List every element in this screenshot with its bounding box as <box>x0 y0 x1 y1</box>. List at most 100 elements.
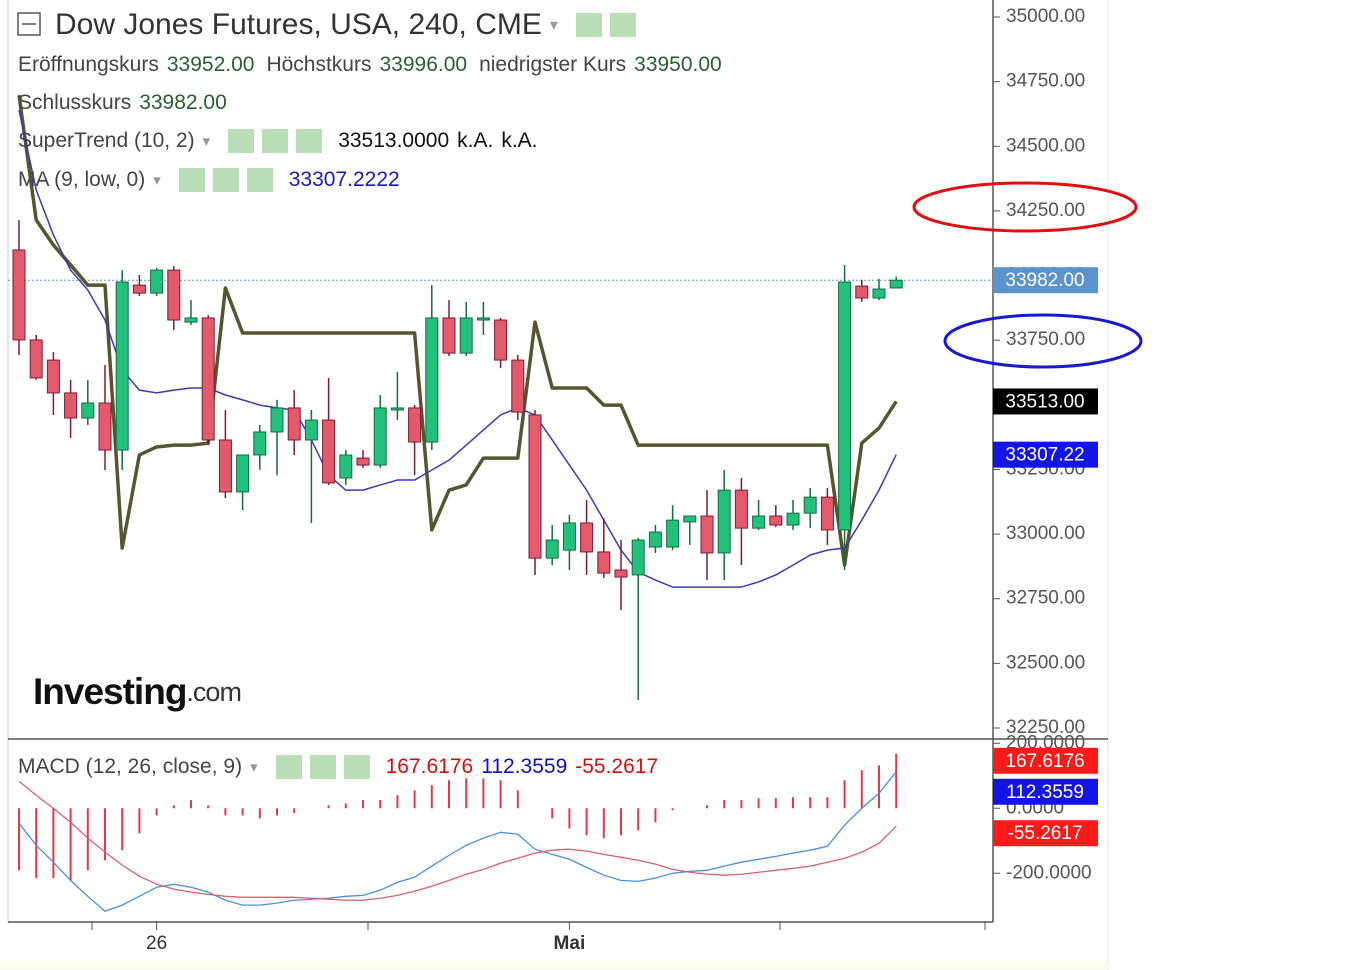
indicator-value: 112.3559 <box>481 755 568 778</box>
candle-body <box>476 317 490 321</box>
settings-button[interactable] <box>212 168 239 192</box>
price-badge <box>993 820 1098 847</box>
ohlc-value: 33982.00 <box>139 91 227 114</box>
candle-body <box>322 419 336 484</box>
candle-body <box>597 551 611 574</box>
remove-button[interactable] <box>343 755 370 779</box>
y-tick-label: 34750.00 <box>1006 71 1085 92</box>
settings-button[interactable] <box>262 129 289 153</box>
candle-body <box>132 284 146 294</box>
candle-body <box>12 249 26 341</box>
macd-line <box>18 780 897 901</box>
candle-body <box>700 515 714 554</box>
indicator-value: 33513.0000 <box>338 129 450 152</box>
candle-body <box>253 431 267 456</box>
macd-legend: MACD (12, 26, close, 9) ▾ 167.6176 112.3559… <box>18 755 666 779</box>
candle-body <box>339 454 353 479</box>
collapse-icon[interactable] <box>17 12 41 36</box>
remove-button[interactable] <box>246 168 273 192</box>
candle-body <box>167 269 181 321</box>
candle-body <box>287 407 301 441</box>
candle-body <box>184 317 198 323</box>
ohlc-name: Schlusskurs <box>18 91 132 114</box>
indicator-value: 167.6176 <box>385 755 474 778</box>
y-tick-label: -200.0000 <box>1006 862 1092 883</box>
price-badge-label: -55.2617 <box>1007 823 1082 844</box>
candle-body <box>666 519 680 548</box>
macd-line <box>18 771 897 913</box>
candle-body <box>270 407 284 433</box>
candle-body <box>150 269 164 294</box>
candle-body <box>356 457 370 466</box>
price-badge <box>993 747 1098 774</box>
indicator-value: k.A. <box>501 129 538 152</box>
price-badge <box>993 778 1098 805</box>
candle-body <box>648 531 662 548</box>
candle-body <box>855 285 869 299</box>
indicator-line <box>17 94 898 567</box>
close-legend: Schlusskurs 33982.00 <box>18 91 235 115</box>
y-tick-label: 33000.00 <box>1006 523 1085 544</box>
ma-legend: MA (9, low, 0) ▾ 33307.2222 <box>18 168 408 192</box>
candle-body <box>717 489 731 554</box>
candle-body <box>889 279 903 289</box>
ohlc-value: 33950.00 <box>634 53 722 76</box>
eye-button[interactable] <box>178 168 205 192</box>
annotation-circle <box>912 181 1138 233</box>
dropdown-arrow[interactable]: ▾ <box>250 759 258 776</box>
candle-body <box>236 454 250 493</box>
candle-body <box>683 515 697 523</box>
candle-body <box>373 407 387 466</box>
candle-body <box>29 339 43 379</box>
candle-body <box>752 515 766 529</box>
dropdown-arrow[interactable]: ▾ <box>202 133 211 150</box>
remove-button[interactable] <box>296 129 323 153</box>
candle-body <box>218 439 232 493</box>
y-tick-label: 32750.00 <box>1006 588 1085 609</box>
candle-body <box>734 489 748 529</box>
indicator-name: MA (9, low, 0) <box>18 168 146 191</box>
settings-button[interactable] <box>309 755 336 779</box>
candle-body <box>98 402 112 451</box>
indicator-name: MACD (12, 26, close, 9) <box>18 755 243 778</box>
eye-button[interactable] <box>228 129 255 153</box>
ohlc-value: 33996.00 <box>379 53 468 76</box>
y-tick-label: 34500.00 <box>1006 135 1085 156</box>
ohlc-legend: Eröffnungskurs 33952.00 Höchstkurs 33996.0… <box>18 53 730 77</box>
candle-body <box>201 317 215 441</box>
candle-body <box>459 317 473 354</box>
eye-button[interactable] <box>575 13 602 37</box>
background <box>0 0 1108 970</box>
ohlc-name: niedrigster Kurs <box>479 53 627 76</box>
indicator-value: 33307.2222 <box>288 168 400 191</box>
footer-strip <box>0 962 1108 970</box>
dropdown-arrow[interactable]: ▾ <box>153 172 161 189</box>
watermark-suffix: .com <box>186 677 241 707</box>
candle-body <box>614 569 628 578</box>
chart-title: Dow Jones Futures, USA, 240, CME <box>55 8 542 41</box>
macd-plot <box>18 753 898 913</box>
candle-body <box>562 522 576 551</box>
candle-body <box>408 407 422 443</box>
y-tick-label: 32250.00 <box>1006 717 1085 738</box>
price-badge-label: 33513.00 <box>1005 391 1084 412</box>
x-tick-label: 26 <box>146 933 167 954</box>
eye-button[interactable] <box>275 755 302 779</box>
y-tick-label: 35000.00 <box>1006 6 1085 27</box>
candle-body <box>769 515 783 526</box>
legend-title-row: Dow Jones Futures, USA, 240, CME ▾ <box>55 8 644 42</box>
candle-body <box>390 407 404 411</box>
candle-body <box>786 512 800 526</box>
candle-body <box>425 317 439 443</box>
dropdown-arrow[interactable]: ▾ <box>549 17 558 34</box>
candle-body <box>631 539 645 576</box>
price-badge <box>993 267 1098 294</box>
ohlc-value: 33952.00 <box>166 53 255 76</box>
candle-body <box>46 359 60 394</box>
candle-body <box>872 288 886 299</box>
price-badge <box>993 388 1098 415</box>
price-badge-label: 112.3559 <box>1006 782 1084 803</box>
ohlc-name: Höchstkurs <box>266 53 372 76</box>
settings-button[interactable] <box>609 13 636 37</box>
price-badge-label: 167.6176 <box>1005 751 1084 772</box>
